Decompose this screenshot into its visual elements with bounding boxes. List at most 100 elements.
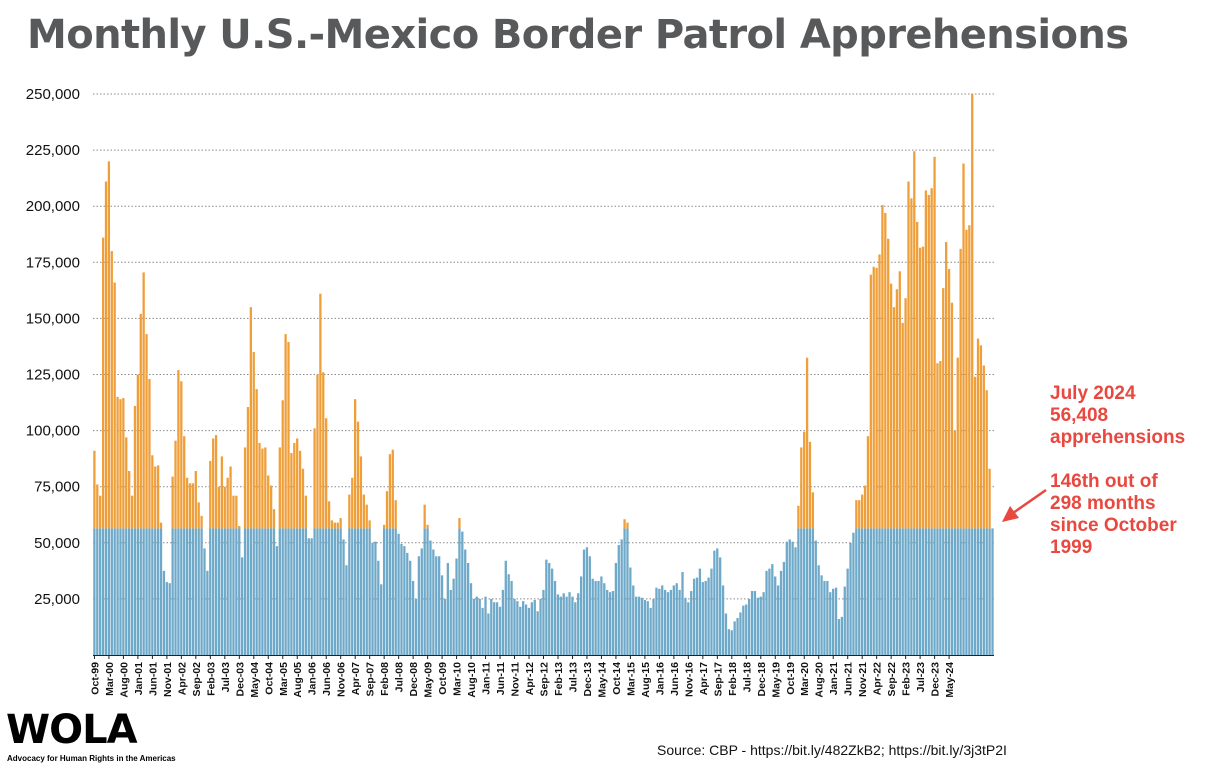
x-tick-label: Apr-22	[872, 662, 884, 695]
bar	[739, 612, 742, 655]
bar	[690, 591, 693, 655]
bar-base-segment	[713, 550, 716, 655]
bar-excess-segment	[808, 441, 812, 529]
bar	[293, 442, 296, 655]
bar	[133, 405, 137, 655]
bar-excess-segment	[339, 518, 342, 529]
bar	[212, 438, 215, 655]
bar-base-segment	[887, 528, 890, 655]
bars	[93, 94, 994, 655]
bar	[924, 190, 928, 655]
bar	[522, 601, 525, 655]
x-tick-label: Dec-03	[234, 662, 246, 697]
bar	[183, 436, 186, 655]
x-tick-label: Sep-12	[539, 662, 551, 697]
bar	[99, 495, 102, 655]
bar	[345, 565, 348, 655]
bar	[246, 407, 250, 655]
bar	[296, 438, 299, 655]
bar	[423, 504, 426, 655]
bar-base-segment	[858, 528, 861, 655]
bar-base-segment	[942, 528, 945, 655]
bar-base-segment	[394, 528, 397, 655]
bar-base-segment	[658, 588, 661, 655]
x-tick-label: Nov-21	[857, 662, 869, 697]
x-tick-label: Jan-21	[828, 662, 840, 695]
bar-base-segment	[99, 528, 102, 655]
bar	[403, 546, 406, 655]
bar-excess-segment	[101, 237, 105, 529]
bar-base-segment	[385, 528, 389, 655]
bar-base-segment	[750, 591, 754, 655]
bar-base-segment	[690, 591, 693, 655]
bar-base-segment	[310, 538, 313, 655]
bar-excess-segment	[910, 198, 913, 529]
y-tick-label: 100,000	[26, 423, 80, 440]
bar	[426, 524, 429, 655]
bar	[267, 475, 270, 655]
bar-excess-segment	[235, 495, 238, 529]
bar	[695, 577, 699, 655]
bar-base-segment	[420, 548, 423, 655]
annotation-line: 56,408	[1050, 405, 1109, 426]
bar	[591, 578, 594, 655]
bar	[116, 396, 119, 655]
bar	[910, 198, 913, 655]
bar-base-segment	[96, 528, 99, 655]
bar	[377, 560, 380, 655]
bar-excess-segment	[623, 519, 626, 529]
bar	[805, 357, 809, 655]
bar	[872, 266, 875, 655]
bar-base-segment	[591, 578, 594, 655]
bar-excess-segment	[194, 470, 197, 529]
bar	[385, 491, 389, 655]
bar	[162, 570, 166, 655]
bar-base-segment	[536, 611, 539, 655]
bar-base-segment	[435, 556, 438, 655]
bar	[536, 611, 539, 655]
bar-base-segment	[188, 528, 192, 655]
bar-base-segment	[443, 598, 447, 655]
bar	[620, 539, 623, 655]
bar-base-segment	[968, 528, 971, 655]
bar-base-segment	[606, 589, 609, 655]
bar	[136, 374, 140, 655]
bar-base-segment	[449, 589, 452, 655]
bar-base-segment	[768, 568, 771, 655]
x-tick-label: May-24	[944, 662, 956, 698]
bar-base-segment	[927, 528, 930, 655]
bar	[944, 242, 948, 655]
bar	[519, 606, 522, 655]
bar-base-segment	[284, 528, 287, 655]
bar	[953, 430, 956, 655]
y-tick-label: 125,000	[26, 367, 80, 384]
bar-excess-segment	[800, 447, 803, 529]
annotation-line: since October	[1050, 515, 1177, 536]
bar-excess-segment	[388, 454, 392, 529]
bar	[159, 522, 163, 655]
bar	[406, 552, 409, 655]
bar-excess-segment	[976, 338, 980, 529]
bar	[380, 584, 383, 655]
bar-base-segment	[269, 528, 273, 655]
bar-base-segment	[432, 549, 435, 655]
bar	[698, 568, 702, 655]
bar-base-segment	[516, 601, 519, 655]
bar-excess-segment	[968, 225, 971, 529]
x-tick-label: Mar-20	[799, 662, 811, 696]
bar-base-segment	[307, 538, 310, 655]
bar-base-segment	[417, 556, 421, 655]
bar-base-segment	[678, 589, 681, 655]
bar	[229, 466, 232, 655]
bar-base-segment	[333, 528, 337, 655]
bar-base-segment	[869, 528, 872, 655]
bar-base-segment	[692, 578, 696, 655]
bar-excess-segment	[863, 485, 867, 529]
bar-excess-segment	[214, 435, 218, 529]
x-tick-label: Jun-16	[669, 662, 681, 696]
bar	[420, 548, 423, 655]
bar	[594, 580, 597, 655]
bar-base-segment	[351, 528, 354, 655]
bar-base-segment	[800, 528, 803, 655]
x-tick-label: Jul-13	[567, 662, 579, 693]
